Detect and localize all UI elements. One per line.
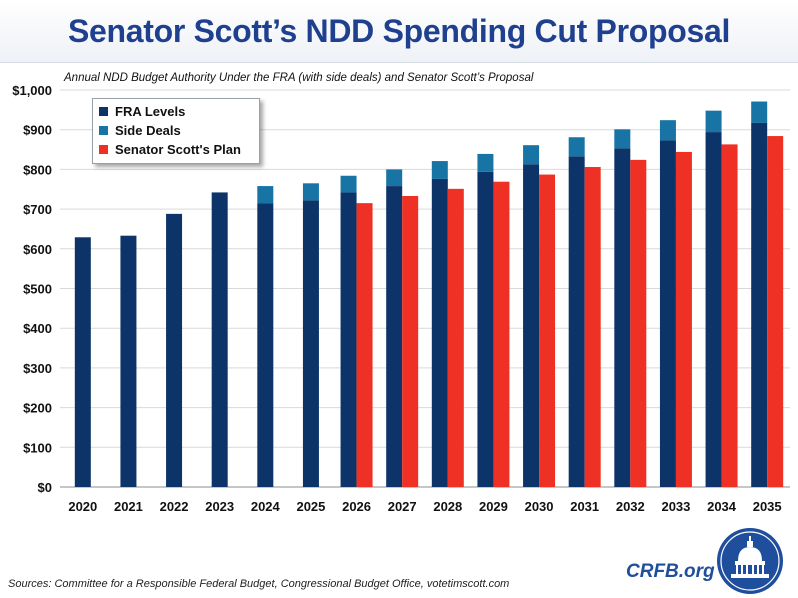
bar-side-deals bbox=[523, 145, 540, 165]
bar-fra-levels bbox=[751, 122, 768, 488]
x-tick-label: 2030 bbox=[525, 499, 554, 514]
legend-swatch-side-deals bbox=[99, 126, 108, 135]
bar-fra-levels bbox=[211, 192, 228, 487]
bar-side-deals bbox=[340, 175, 357, 193]
y-tick-label: $0 bbox=[38, 480, 52, 495]
bar-scott-plan bbox=[447, 188, 464, 487]
legend-swatch-scott-plan bbox=[99, 145, 108, 154]
bar-side-deals bbox=[302, 183, 319, 201]
y-tick-label: $900 bbox=[23, 123, 52, 138]
chart-legend: FRA Levels Side Deals Senator Scott's Pl… bbox=[92, 98, 260, 164]
y-tick-label: $500 bbox=[23, 282, 52, 297]
x-tick-label: 2026 bbox=[342, 499, 371, 514]
x-tick-label: 2032 bbox=[616, 499, 645, 514]
bar-fra-levels bbox=[659, 140, 676, 487]
bar-scott-plan bbox=[584, 167, 601, 487]
x-tick-label: 2029 bbox=[479, 499, 508, 514]
bar-side-deals bbox=[386, 169, 403, 187]
title-banner: Senator Scott’s NDD Spending Cut Proposa… bbox=[0, 0, 798, 63]
x-tick-label: 2034 bbox=[707, 499, 737, 514]
y-tick-label: $1,000 bbox=[12, 83, 52, 98]
brand-link[interactable]: CRFB.org bbox=[626, 561, 715, 582]
bar-side-deals bbox=[568, 137, 585, 157]
x-tick-label: 2031 bbox=[570, 499, 599, 514]
bar-fra-levels bbox=[120, 235, 137, 487]
bar-side-deals bbox=[257, 186, 274, 204]
x-tick-label: 2024 bbox=[251, 499, 281, 514]
y-tick-label: $400 bbox=[23, 321, 52, 336]
y-tick-label: $800 bbox=[23, 162, 52, 177]
bar-fra-levels bbox=[340, 192, 357, 487]
bar-scott-plan bbox=[356, 203, 373, 487]
bar-scott-plan bbox=[539, 174, 556, 487]
legend-label-scott-plan: Senator Scott's Plan bbox=[115, 142, 241, 157]
bar-scott-plan bbox=[630, 159, 647, 487]
legend-item-scott-plan: Senator Scott's Plan bbox=[99, 140, 253, 159]
x-tick-label: 2027 bbox=[388, 499, 417, 514]
chart-subtitle: Annual NDD Budget Authority Under the FR… bbox=[64, 72, 534, 84]
x-tick-label: 2028 bbox=[433, 499, 462, 514]
bar-fra-levels bbox=[386, 186, 403, 487]
bar-fra-levels bbox=[166, 213, 183, 487]
bar-fra-levels bbox=[431, 178, 448, 488]
x-tick-label: 2035 bbox=[753, 499, 782, 514]
bar-side-deals bbox=[477, 153, 494, 172]
x-tick-label: 2025 bbox=[296, 499, 325, 514]
x-tick-label: 2022 bbox=[160, 499, 189, 514]
legend-swatch-fra bbox=[99, 107, 108, 116]
x-tick-label: 2020 bbox=[68, 499, 97, 514]
legend-label-side-deals: Side Deals bbox=[115, 123, 181, 138]
y-tick-label: $100 bbox=[23, 440, 52, 455]
capitol-dome-seal-icon bbox=[717, 528, 783, 594]
x-tick-label: 2033 bbox=[661, 499, 690, 514]
bar-scott-plan bbox=[675, 151, 692, 487]
legend-item-fra: FRA Levels bbox=[99, 102, 253, 121]
bar-side-deals bbox=[659, 120, 676, 141]
bar-scott-plan bbox=[402, 195, 419, 487]
bar-fra-levels bbox=[257, 203, 274, 487]
y-tick-label: $700 bbox=[23, 202, 52, 217]
bar-fra-levels bbox=[614, 148, 631, 487]
page-title: Senator Scott’s NDD Spending Cut Proposa… bbox=[67, 12, 731, 49]
x-tick-label: 2023 bbox=[205, 499, 234, 514]
legend-item-side-deals: Side Deals bbox=[99, 121, 253, 140]
bar-side-deals bbox=[614, 129, 631, 149]
bar-fra-levels bbox=[523, 164, 540, 487]
bar-fra-levels bbox=[568, 156, 585, 487]
bar-side-deals bbox=[751, 101, 768, 123]
bar-side-deals bbox=[431, 161, 448, 179]
y-tick-label: $300 bbox=[23, 361, 52, 376]
bar-side-deals bbox=[705, 110, 722, 133]
source-note: Sources: Committee for a Responsible Fed… bbox=[8, 578, 510, 590]
bar-scott-plan bbox=[721, 144, 738, 487]
bar-fra-levels bbox=[302, 200, 319, 487]
x-tick-label: 2021 bbox=[114, 499, 143, 514]
bar-fra-levels bbox=[74, 237, 91, 487]
bar-fra-levels bbox=[705, 132, 722, 487]
y-tick-label: $200 bbox=[23, 401, 52, 416]
bar-fra-levels bbox=[477, 171, 494, 488]
y-tick-label: $600 bbox=[23, 242, 52, 257]
bar-scott-plan bbox=[767, 136, 784, 487]
legend-label-fra: FRA Levels bbox=[115, 104, 186, 119]
bar-scott-plan bbox=[493, 181, 510, 487]
